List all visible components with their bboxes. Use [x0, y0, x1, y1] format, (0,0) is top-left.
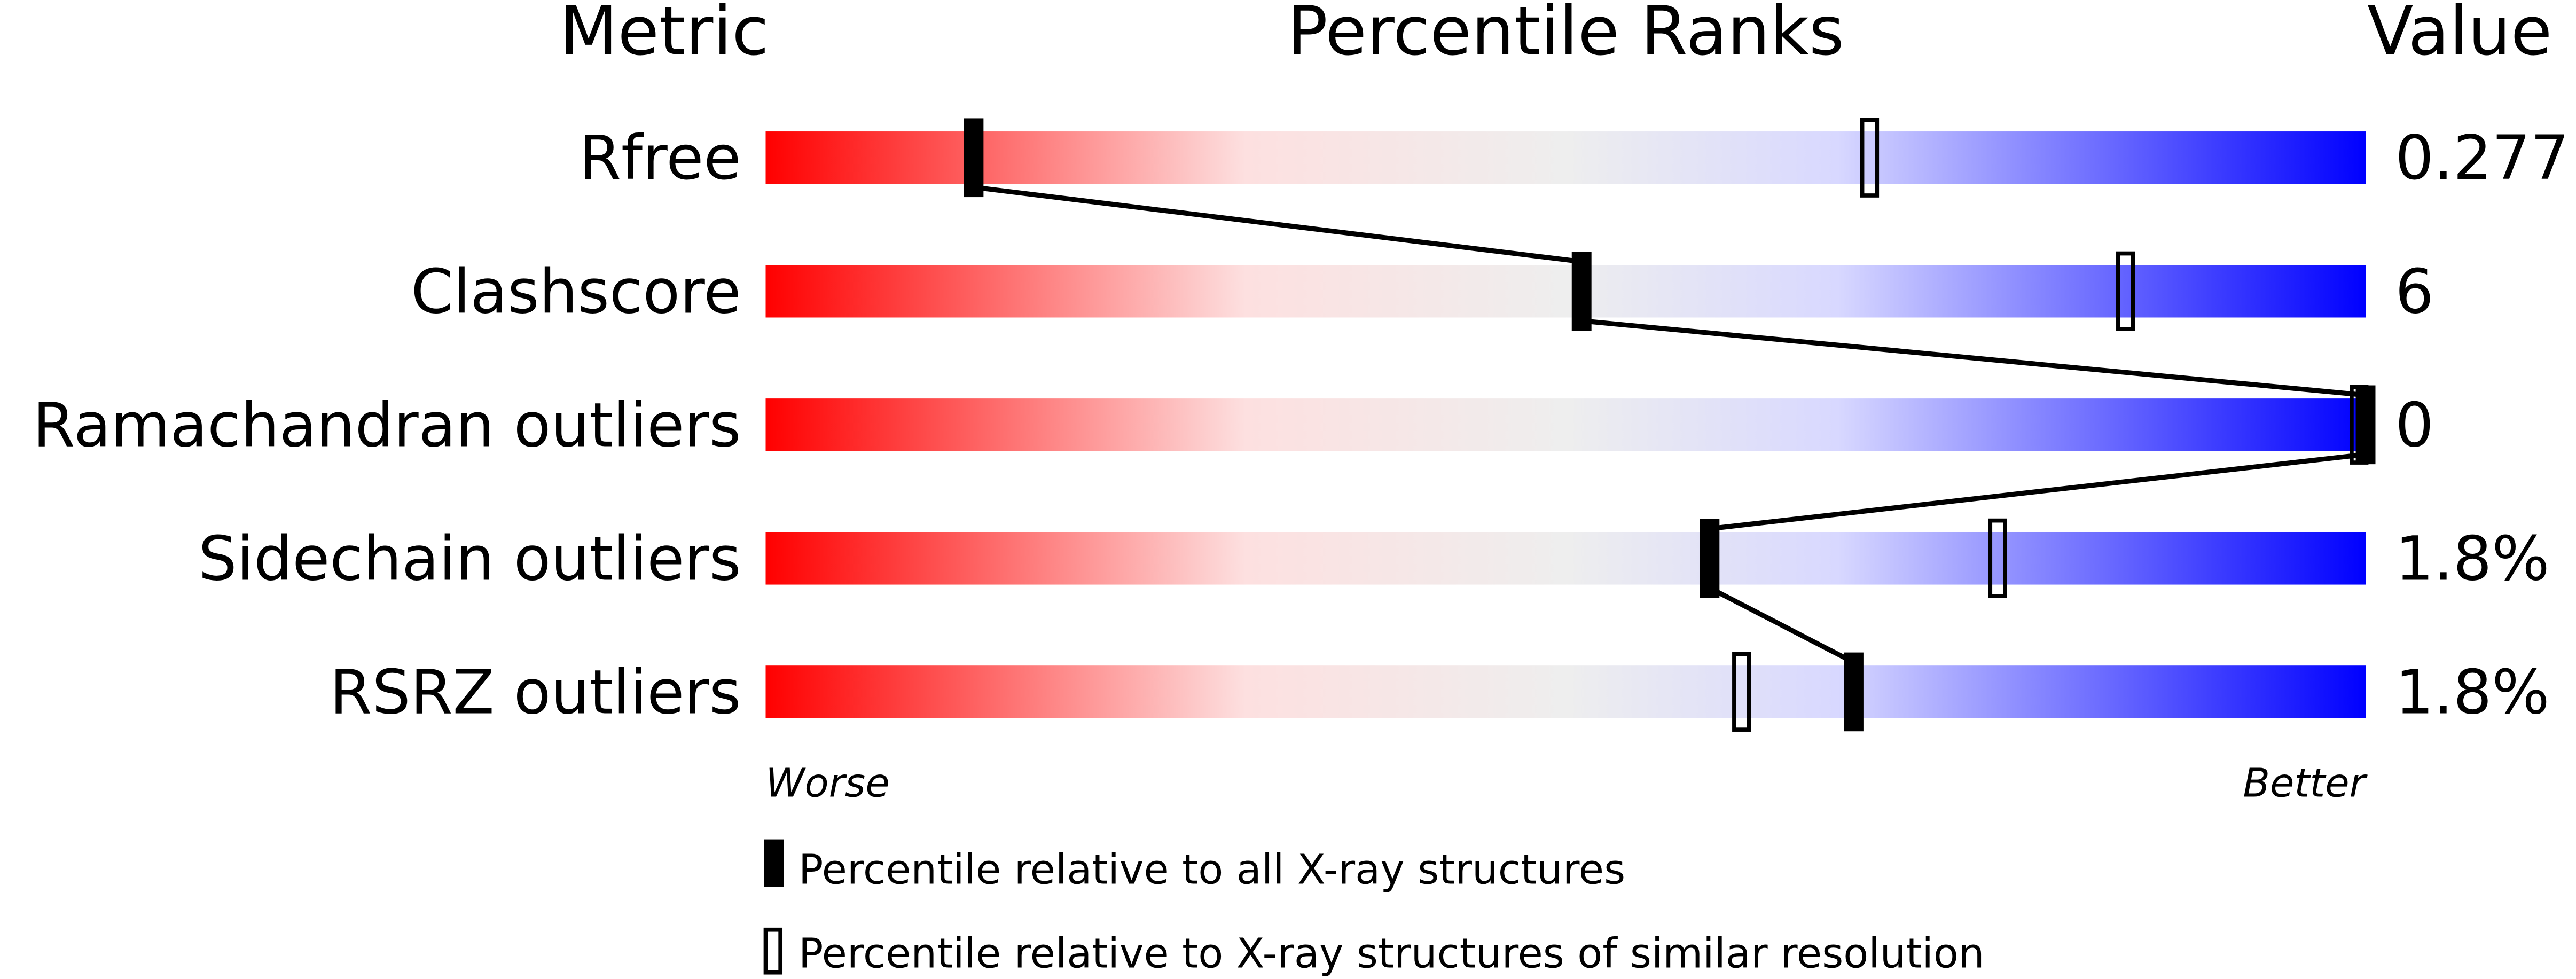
metric-label: Clashscore: [411, 256, 741, 327]
axis-label-worse: Worse: [765, 761, 889, 806]
metric-value: 0.277: [2395, 122, 2569, 193]
axis-label-better: Better: [2243, 761, 2368, 806]
marker-all-structures: [1571, 252, 1592, 331]
legend-label-similar: Percentile relative to X-ray structures …: [798, 930, 1985, 977]
metric-label: RSRZ outliers: [330, 656, 741, 727]
header-metric: Metric: [560, 0, 769, 70]
header-percentile-ranks: Percentile Ranks: [1287, 0, 1844, 70]
percentile-bar: [765, 665, 2366, 718]
legend-label-all: Percentile relative to all X-ray structu…: [798, 847, 1625, 894]
marker-all-structures: [1700, 519, 1720, 598]
metric-row: RSRZ outliers 1.8%: [330, 656, 2549, 727]
percentile-bar: [765, 265, 2366, 318]
metric-row: Clashscore 6: [411, 256, 2433, 327]
marker-all-structures: [1844, 652, 1864, 732]
percentile-bar: [765, 131, 2366, 184]
connector-line: [973, 185, 1582, 264]
legend: Percentile relative to all X-ray structu…: [763, 839, 1985, 977]
marker-similar-resolution: [2116, 251, 2135, 331]
marker-all-structures: [2355, 385, 2376, 465]
metric-value: 1.8%: [2395, 656, 2549, 727]
metric-value: 0: [2395, 389, 2433, 460]
metric-label: Rfree: [579, 122, 741, 193]
header-value: Value: [2367, 0, 2552, 70]
legend-hollow-marker: [763, 927, 783, 975]
metric-value: 6: [2395, 256, 2433, 327]
metric-row: Rfree 0.277: [579, 122, 2569, 193]
metric-label: Sidechain outliers: [198, 523, 741, 594]
metric-value: 1.8%: [2395, 523, 2549, 594]
percentile-bar: [765, 398, 2366, 451]
percentile-bar: [765, 532, 2366, 585]
connector-line: [1708, 585, 1855, 665]
marker-similar-resolution: [1732, 652, 1751, 732]
metric-row: Ramachandran outliers 0: [33, 389, 2433, 460]
marker-all-structures: [964, 118, 984, 198]
marker-similar-resolution: [1860, 118, 1880, 198]
connector-line: [1709, 452, 2366, 531]
metric-row: Sidechain outliers 1.8%: [198, 523, 2549, 594]
legend-filled-marker: [764, 839, 784, 887]
marker-similar-resolution: [1988, 518, 2007, 598]
metric-label: Ramachandran outliers: [33, 389, 741, 460]
connector-line: [1581, 318, 2366, 398]
